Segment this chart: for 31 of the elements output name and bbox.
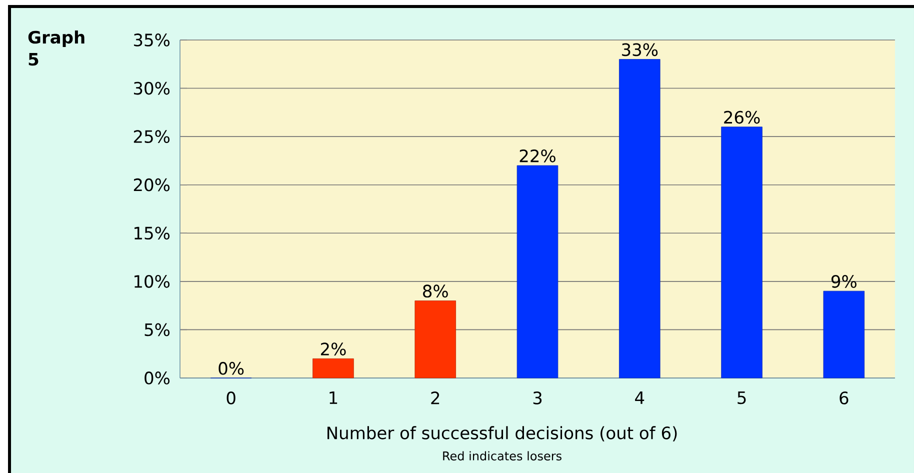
y-tick-label: 30% [134, 82, 170, 95]
x-tick-label: 2 [431, 392, 440, 404]
data-label: 0% [218, 362, 244, 375]
x-tick-label: 1 [330, 392, 338, 404]
y-tick-label: 15% [134, 226, 170, 240]
x-tick-label: 5 [738, 392, 746, 404]
bar [619, 59, 660, 378]
y-tick-label: 35% [134, 34, 170, 46]
chart-title: Graph 5 [28, 30, 84, 66]
y-tick-label: 25% [134, 130, 170, 143]
data-label: 22% [520, 149, 556, 162]
bar [721, 126, 762, 378]
bar [823, 290, 865, 378]
data-label: 8% [423, 284, 448, 298]
x-axis-title: Number of successful decisions (out of 6) [328, 426, 677, 442]
bar [516, 165, 558, 378]
text: Red indicates losers [443, 451, 562, 460]
bar [312, 358, 354, 378]
data-label: 9% [832, 275, 856, 288]
data-label: 2% [320, 342, 346, 356]
x-tick-label: 6 [840, 392, 848, 404]
y-tick-label: 10% [134, 274, 170, 288]
bar [414, 300, 456, 378]
x-tick-label: 3 [533, 392, 542, 404]
data-label: 26% [724, 110, 760, 124]
x-tick-label: 4 [635, 392, 644, 404]
y-tick-label: 0% [144, 372, 170, 384]
y-tick-label: 5% [144, 323, 170, 336]
y-tick-label: 20% [134, 178, 170, 192]
x-tick-label: 0 [226, 392, 236, 404]
data-label: 33% [622, 43, 658, 56]
